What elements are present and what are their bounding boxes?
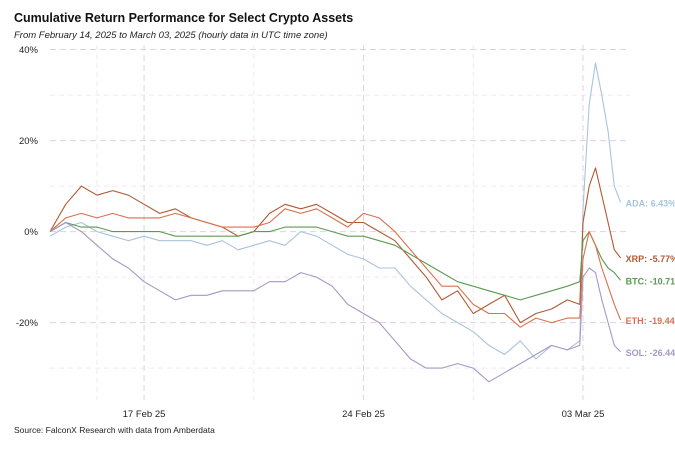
chart-subtitle: From February 14, 2025 to March 03, 2025… xyxy=(14,30,328,41)
y-tick-label: 0% xyxy=(24,227,38,238)
end-label-eth: ETH: -19.44% xyxy=(626,316,675,326)
series-end-labels: ADA: 6.43% XRP: -5.77% BTC: -10.71% ETH: -1… xyxy=(626,198,675,358)
series-line-btc xyxy=(49,221,622,301)
x-tick-label: 24 Feb 25 xyxy=(342,409,385,420)
end-label-ada: ADA: 6.43% xyxy=(626,198,675,208)
y-tick-label: 20% xyxy=(19,136,39,147)
y-tick-label: 40% xyxy=(19,45,39,56)
end-label-btc: BTC: -10.71% xyxy=(626,276,675,286)
grid-lines xyxy=(50,45,630,400)
y-tick-label: -20% xyxy=(16,318,39,329)
series-line-xrp xyxy=(49,167,622,324)
series-lines xyxy=(49,62,622,383)
source-note: Source: FalconX Research with data from … xyxy=(14,425,215,435)
y-axis-ticks: 40% 20% 0% -20% xyxy=(16,45,39,329)
series-line-ada xyxy=(49,62,622,360)
chart-title: Cumulative Return Performance for Select… xyxy=(14,11,354,25)
x-tick-label: 17 Feb 25 xyxy=(123,409,166,420)
series-line-eth xyxy=(49,208,622,328)
series-line-sol xyxy=(49,221,621,383)
end-label-xrp: XRP: -5.77% xyxy=(626,254,675,264)
x-axis-ticks: 17 Feb 25 24 Feb 25 03 Mar 25 xyxy=(123,409,605,420)
end-label-sol: SOL: -26.44% xyxy=(626,348,675,358)
x-tick-label: 03 Mar 25 xyxy=(562,409,605,420)
